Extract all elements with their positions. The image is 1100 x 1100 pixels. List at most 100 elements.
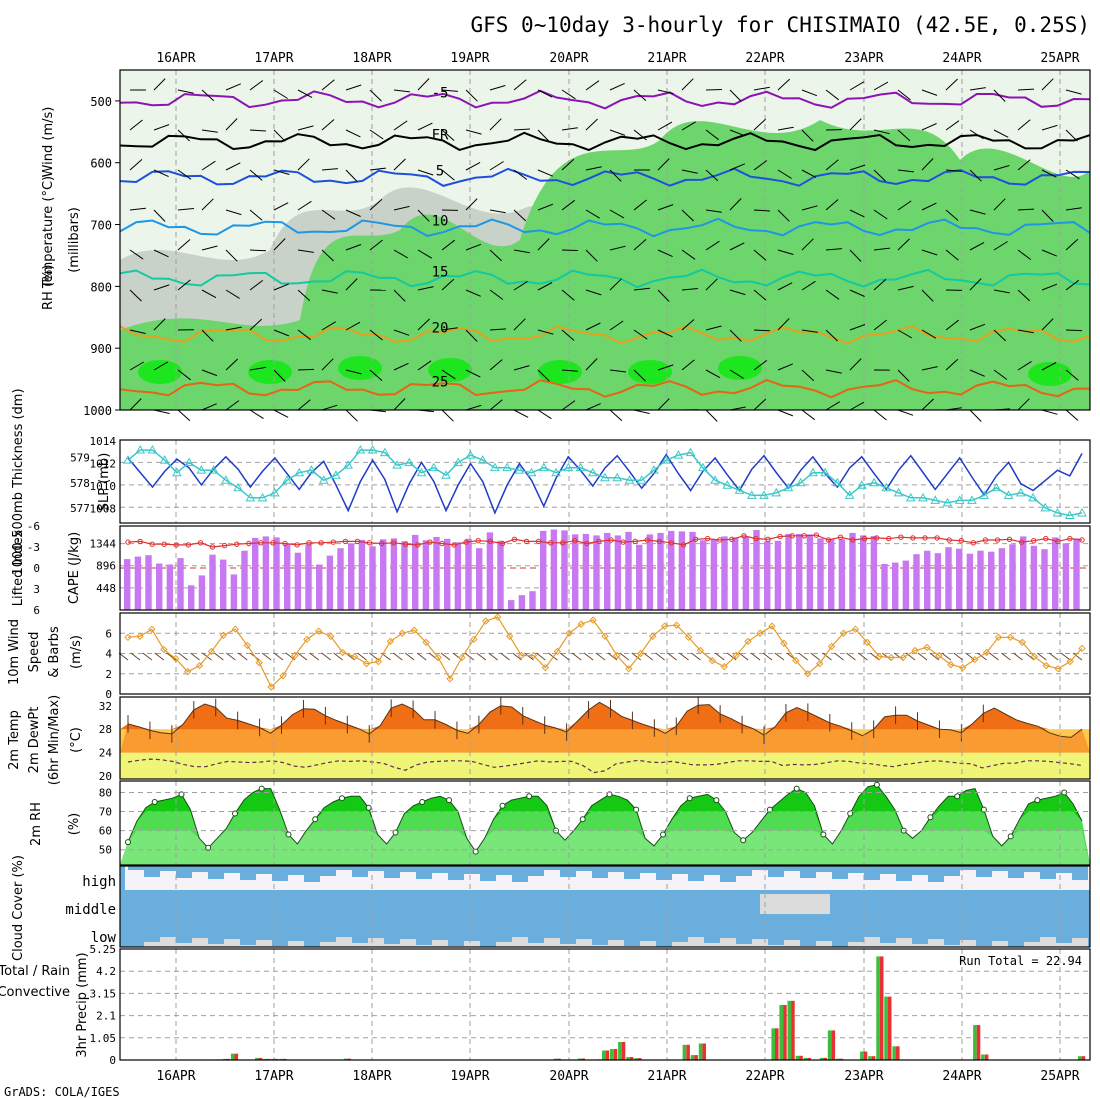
cloud-high-bar [928, 866, 944, 882]
wind10-point [243, 641, 251, 650]
pressure-wind-barb [609, 129, 626, 136]
wind10-barb [237, 652, 248, 661]
wind10-point [911, 646, 919, 655]
precip-convective-bar [896, 1046, 900, 1060]
pressure-wind-barb [777, 363, 793, 371]
wind10-point [732, 651, 740, 660]
pressure-wind-barb [921, 202, 937, 211]
cape-bar [646, 534, 654, 610]
pressure-wind-barb [681, 78, 694, 91]
precip-convective-bar [258, 1057, 263, 1060]
temp-frame [119, 696, 1091, 780]
pressure-wind-barb [969, 241, 985, 251]
pressure-wind-barb [393, 158, 406, 171]
pressure-wind-barb [1017, 360, 1032, 371]
cape-bar [806, 534, 814, 610]
cloud-high-bar [864, 866, 880, 880]
rh2m-point [285, 831, 292, 838]
cloud-low-bar [256, 940, 272, 947]
pressure-wind-barb [609, 369, 626, 373]
date-top-3: 19APR [450, 51, 489, 66]
thickness-point [1003, 490, 1014, 499]
rh2m-point [1034, 797, 1041, 804]
slp-ytick-3: 1014 [90, 435, 117, 448]
cape-bar [273, 537, 280, 610]
cloud-low-bar [944, 945, 960, 947]
cloud-low-bar [864, 937, 880, 947]
pressure-wind-barb [1017, 208, 1035, 211]
pressure-wind-barb [681, 288, 698, 291]
cape-bar [870, 535, 878, 610]
pressure-wind-barb [249, 129, 267, 132]
pressure-wind-barb [705, 129, 720, 141]
wind10-barb [321, 652, 332, 661]
pressure-wind-barb [585, 289, 602, 296]
wind10-barb [1013, 652, 1023, 661]
pressure-wind-barb [417, 122, 433, 131]
cloud-high-bar [384, 866, 400, 878]
pressure-wind-barb [513, 249, 530, 254]
pressure-wind-barb [729, 163, 745, 171]
pressure-wind-barb [249, 169, 263, 181]
precip-convective-bar [863, 1051, 868, 1060]
lifted-index-point [584, 540, 590, 547]
wind10-point [493, 613, 502, 621]
rh2m-ytick-3: 80 [99, 786, 112, 799]
pressure-wind-barb [441, 327, 458, 331]
rh2m-point [793, 785, 800, 792]
wind10-barb [965, 652, 975, 661]
pressure-wind-barb [609, 169, 622, 182]
wind10-point [529, 651, 538, 660]
cloud-low-bar [816, 941, 832, 947]
pressure-wind-barb [393, 362, 409, 371]
pressure-wind-barb [849, 289, 865, 297]
lifted-index-point [777, 533, 783, 540]
pressure-wind-barb [321, 321, 336, 331]
date-top-5: 21APR [647, 51, 686, 66]
cape-bar [177, 558, 184, 610]
cape-bar [966, 553, 974, 610]
cloud-high-bar [400, 866, 416, 872]
pressure-wind-barb [1065, 89, 1082, 95]
wind10-barb [476, 652, 487, 661]
thickness-point [624, 475, 635, 484]
pressure-wind-barb [729, 129, 746, 137]
cape-bar [732, 537, 739, 610]
wind10-point [994, 633, 1003, 642]
wind10-point [648, 632, 657, 640]
wind10-point [255, 658, 263, 667]
slp-ytick-0: 1008 [90, 502, 117, 515]
precip-total-bar [610, 1049, 614, 1060]
wind10-barb [214, 652, 224, 661]
wind10-point [1018, 638, 1027, 647]
date-top-0: 16APR [156, 51, 195, 66]
pressure-wind-barb [1017, 249, 1032, 261]
pressure-wind-barb [249, 279, 264, 291]
pressure-wind-barb [129, 398, 142, 411]
rh-bright-cell-2 [338, 356, 382, 380]
pressure-wind-barb [969, 169, 982, 182]
date-top-4: 20APR [549, 51, 588, 66]
cloud-high-bar [128, 866, 144, 870]
pressure-wind-barb [177, 89, 194, 94]
wind10-barb [1024, 652, 1035, 661]
wind10-barb [929, 652, 940, 661]
precip-convective-bar [1081, 1056, 1086, 1060]
wind10-barb [774, 652, 785, 661]
lifted-ytick-2: 0 [33, 562, 40, 575]
wind10-point [303, 635, 311, 644]
pressure-wind-barb [1017, 329, 1034, 334]
cape-bar [252, 537, 259, 610]
pressure-wind-barb [921, 329, 937, 339]
wind10-point [613, 651, 621, 660]
precip-total-bar [682, 1044, 687, 1060]
cape-bar [454, 542, 462, 610]
wind10-point [231, 625, 240, 633]
wind-bg [120, 613, 1090, 694]
cloud-high-bar [144, 866, 160, 877]
pressure-wind-barb [393, 89, 410, 93]
wind10-point [684, 633, 693, 642]
rh2m-point [740, 837, 747, 844]
wind10-barb [369, 652, 379, 661]
pressure-wind-barb [273, 169, 290, 175]
